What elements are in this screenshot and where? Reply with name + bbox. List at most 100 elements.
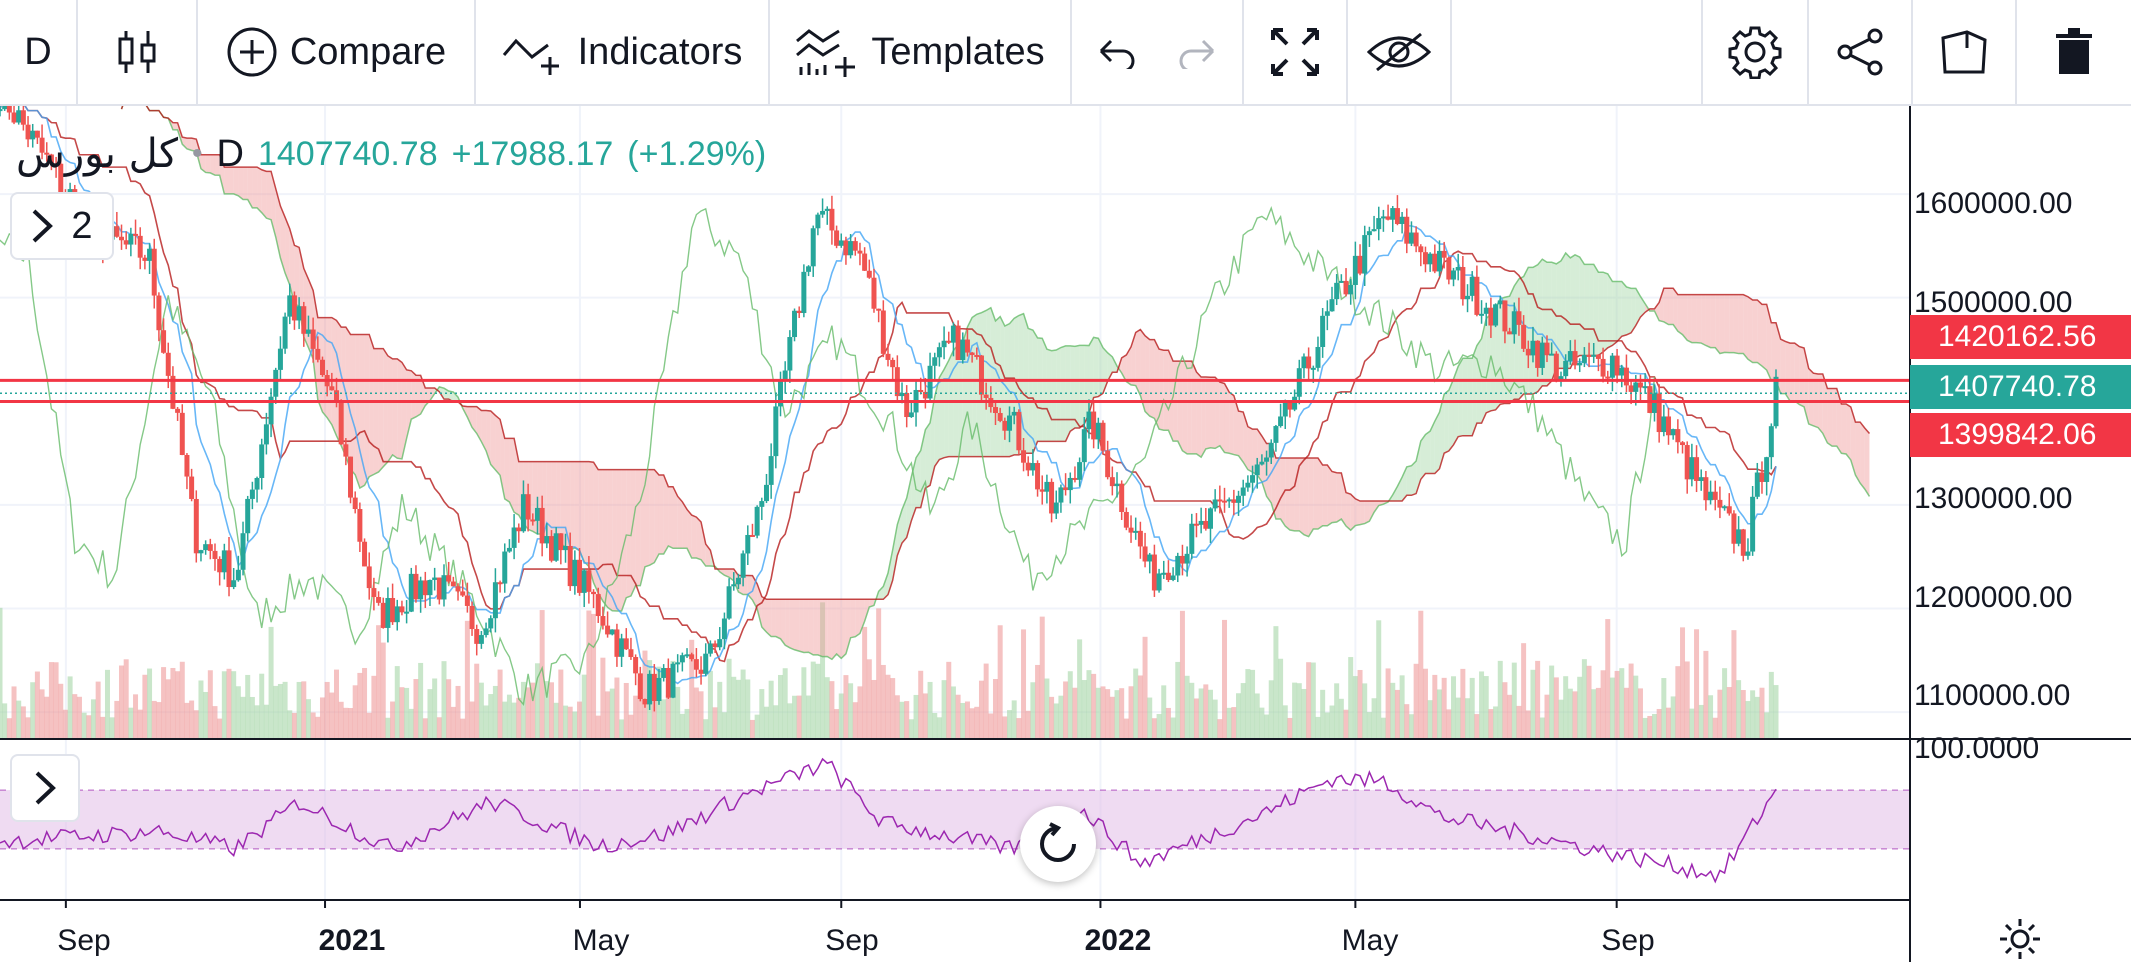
volume-bar xyxy=(1306,662,1312,738)
candle-body xyxy=(1708,491,1714,501)
volume-bar xyxy=(142,674,148,738)
cloud-segment xyxy=(916,450,921,508)
cloud-segment xyxy=(1051,350,1057,442)
cloud-segment xyxy=(972,314,977,457)
cloud-segment xyxy=(1603,272,1608,352)
share-button[interactable] xyxy=(1809,0,1913,104)
candle-body xyxy=(366,566,372,589)
undo-icon[interactable] xyxy=(1097,35,1137,69)
volume-bar xyxy=(866,659,872,738)
volume-bar xyxy=(946,661,952,738)
candle-body xyxy=(1427,253,1433,265)
volume-bar xyxy=(212,706,218,738)
fullscreen-button[interactable] xyxy=(1244,0,1348,104)
candle-body xyxy=(352,497,358,510)
cloud-segment xyxy=(813,599,818,655)
cloud-segment xyxy=(266,171,272,220)
candle-body xyxy=(432,577,438,580)
remove-button[interactable] xyxy=(2017,0,2131,104)
volume-bar xyxy=(1217,719,1223,738)
volume-bar xyxy=(749,719,755,738)
volume-bar xyxy=(936,717,942,738)
cloud-segment xyxy=(509,438,515,513)
cloud-segment xyxy=(1626,286,1632,335)
volume-bar xyxy=(1759,687,1765,738)
volume-bar xyxy=(707,670,713,738)
candle-body xyxy=(1689,457,1695,480)
settings-button[interactable] xyxy=(1703,0,1809,104)
rsi-pane-expand-button[interactable] xyxy=(10,754,80,822)
candle-body xyxy=(964,339,970,353)
cloud-segment xyxy=(1088,337,1094,414)
snapshot-button[interactable] xyxy=(1913,0,2017,104)
chart-type-button[interactable] xyxy=(78,0,198,104)
candle-body xyxy=(268,396,274,425)
candle-body xyxy=(1483,307,1489,314)
indicators-button[interactable]: Indicators xyxy=(476,0,770,104)
axes-borders xyxy=(0,106,2131,962)
candle-body xyxy=(586,570,592,592)
theme-toggle-icon[interactable] xyxy=(1999,918,2041,960)
cloud-segment xyxy=(1631,288,1636,333)
volume-bar xyxy=(773,705,779,738)
cloud-segment xyxy=(1743,294,1748,360)
cloud-segment xyxy=(229,167,234,194)
candle-body xyxy=(605,625,611,635)
fullscreen-icon xyxy=(1271,28,1319,76)
volume-bar xyxy=(740,669,746,738)
timeframe-button[interactable]: D xyxy=(0,0,78,104)
cloud-segment xyxy=(467,406,473,428)
candle-body xyxy=(1091,411,1097,440)
hide-drawings-button[interactable] xyxy=(1348,0,1452,104)
cloud-segment xyxy=(271,171,276,237)
candle-body xyxy=(1147,554,1153,562)
volume-bar xyxy=(460,718,466,738)
candle-body xyxy=(1717,499,1723,508)
volume-bar xyxy=(366,712,372,738)
volume-bar xyxy=(1296,683,1302,738)
cloud-segment xyxy=(794,599,800,652)
cloud-segment xyxy=(1799,346,1805,407)
cloud-segment xyxy=(1607,273,1613,348)
volume-bar xyxy=(469,701,475,738)
candle-body xyxy=(1352,255,1358,285)
volume-bar xyxy=(834,709,840,738)
volume-bar xyxy=(1703,650,1709,738)
templates-button[interactable]: Templates xyxy=(770,0,1072,104)
volume-bar xyxy=(1179,610,1185,738)
cloud-segment xyxy=(859,599,865,634)
cloud-segment xyxy=(387,355,393,462)
volume-bar xyxy=(703,719,709,738)
candle-body xyxy=(815,214,821,229)
cloud-segment xyxy=(1313,458,1318,530)
candle-body xyxy=(735,577,741,585)
volume-bar xyxy=(1680,627,1686,738)
volume-bar xyxy=(964,701,970,738)
cloud-segment xyxy=(411,370,416,420)
candle-body xyxy=(637,673,643,700)
volume-bar xyxy=(114,700,120,738)
indicators-collapse-button[interactable]: 2 xyxy=(10,192,114,260)
volume-bar xyxy=(1123,718,1129,738)
candle-body xyxy=(712,643,718,648)
candle-body xyxy=(1123,511,1129,528)
compare-button[interactable]: Compare xyxy=(198,0,476,104)
candle-body xyxy=(1404,216,1410,244)
cloud-segment xyxy=(1860,422,1865,490)
volume-bar xyxy=(913,694,919,738)
senkou-span-a xyxy=(120,106,1871,661)
chart-area[interactable]: کل بورس • D 1407740.78 +17988.17 (+1.29%… xyxy=(0,106,2131,962)
cloud-segment xyxy=(1280,458,1286,527)
candle-body xyxy=(759,501,765,507)
cloud-segment xyxy=(785,599,790,648)
reset-chart-button[interactable] xyxy=(1020,806,1096,882)
cloud-segment xyxy=(1766,304,1772,381)
volume-bar xyxy=(539,610,545,738)
redo-icon[interactable] xyxy=(1177,35,1217,69)
candle-body xyxy=(511,527,517,548)
symbol-name[interactable]: کل بورس xyxy=(16,131,178,177)
volume-bar xyxy=(1147,697,1153,738)
cloud-segment xyxy=(658,475,664,554)
volume-bar xyxy=(1212,699,1218,738)
cloud-segment xyxy=(1299,458,1304,535)
